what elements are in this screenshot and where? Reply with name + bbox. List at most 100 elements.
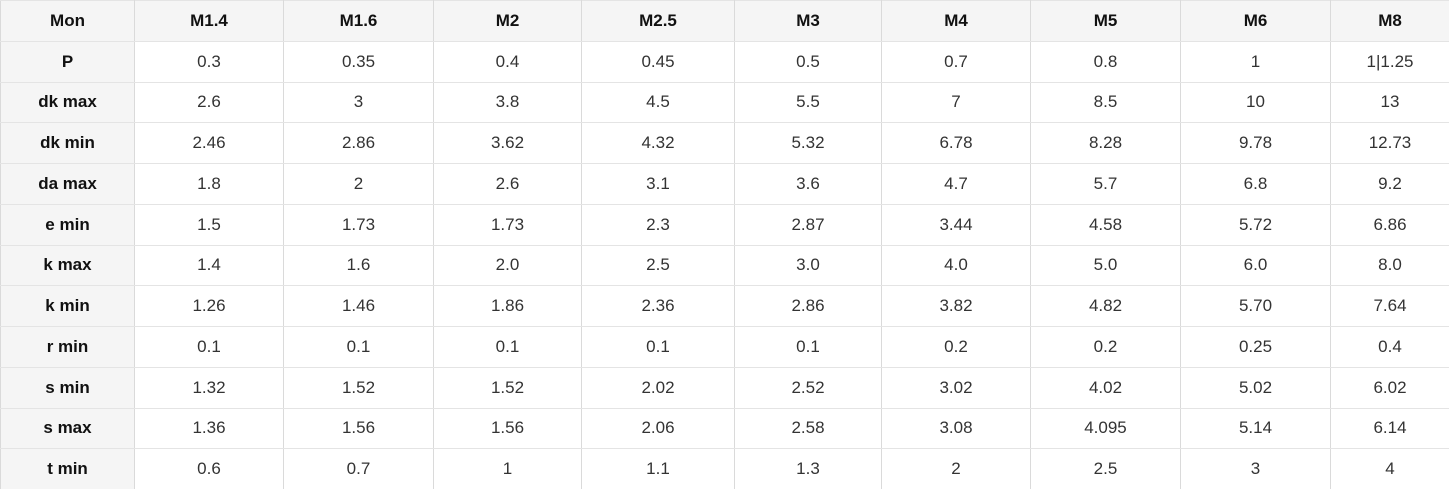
table-cell: 1.52 [283, 366, 434, 409]
row-label: dk max [0, 81, 135, 124]
row-label: e min [0, 203, 135, 246]
table-cell: 7.64 [1330, 285, 1449, 327]
table-cell: 0.5 [734, 40, 882, 83]
table-row: dk max 2.6 3 3.8 4.5 5.5 7 8.5 10 13 [0, 81, 1449, 124]
table-cell: 0.1 [581, 326, 735, 368]
table-cell: 5.72 [1180, 203, 1331, 246]
table-row: s max 1.36 1.56 1.56 2.06 2.58 3.08 4.095 5.14 6.… [0, 407, 1449, 450]
table-cell: 1.8 [134, 163, 284, 205]
table-cell: 1.56 [433, 407, 582, 450]
table-cell: 1 [1180, 40, 1331, 83]
table-cell: 4 [1330, 448, 1449, 489]
table-cell: 2.5 [1030, 448, 1181, 489]
column-header: M1.6 [283, 0, 434, 42]
table-cell: 4.82 [1030, 285, 1181, 327]
row-label: dk min [0, 122, 135, 164]
table-cell: 4.02 [1030, 366, 1181, 409]
table-cell: 5.70 [1180, 285, 1331, 327]
table-cell: 4.7 [881, 163, 1031, 205]
table-row: da max 1.8 2 2.6 3.1 3.6 4.7 5.7 6.8 9.2 [0, 163, 1449, 205]
table-cell: 0.7 [881, 40, 1031, 83]
table-cell: 3.0 [734, 244, 882, 287]
table-cell: 2.36 [581, 285, 735, 327]
column-header: M5 [1030, 0, 1181, 42]
table-cell: 2 [881, 448, 1031, 489]
table-cell: 1.4 [134, 244, 284, 287]
table-cell: 5.14 [1180, 407, 1331, 450]
table-cell: 0.3 [134, 40, 284, 83]
table-cell: 3.44 [881, 203, 1031, 246]
row-label: P [0, 40, 135, 83]
table-cell: 8.0 [1330, 244, 1449, 287]
table-cell: 2.52 [734, 366, 882, 409]
column-header: M6 [1180, 0, 1331, 42]
table-cell: 6.8 [1180, 163, 1331, 205]
table-cell: 1.73 [283, 203, 434, 246]
column-header: M8 [1330, 0, 1449, 42]
table-row: P 0.3 0.35 0.4 0.45 0.5 0.7 0.8 1 1|1.25 [0, 40, 1449, 83]
table-cell: 0.1 [283, 326, 434, 368]
table-row: t min 0.6 0.7 1 1.1 1.3 2 2.5 3 4 [0, 448, 1449, 489]
table-cell: 6.78 [881, 122, 1031, 164]
table-cell: 2.3 [581, 203, 735, 246]
table-cell: 0.4 [1330, 326, 1449, 368]
table-row: e min 1.5 1.73 1.73 2.3 2.87 3.44 4.58 5.72 6.86 [0, 203, 1449, 246]
table-cell: 6.86 [1330, 203, 1449, 246]
table-cell: 0.45 [581, 40, 735, 83]
table-cell: 2.87 [734, 203, 882, 246]
table-cell: 10 [1180, 81, 1331, 124]
row-label: da max [0, 163, 135, 205]
table-cell: 3.82 [881, 285, 1031, 327]
table-row: k min 1.26 1.46 1.86 2.36 2.86 3.82 4.82 5.70 7.6… [0, 285, 1449, 327]
table-cell: 1.52 [433, 366, 582, 409]
table-cell: 2.06 [581, 407, 735, 450]
table-cell: 3 [283, 81, 434, 124]
row-label: k min [0, 285, 135, 327]
table-row: k max 1.4 1.6 2.0 2.5 3.0 4.0 5.0 6.0 8.0 [0, 244, 1449, 287]
table-cell: 4.5 [581, 81, 735, 124]
table-cell: 1.26 [134, 285, 284, 327]
table-cell: 8.5 [1030, 81, 1181, 124]
row-label: r min [0, 326, 135, 368]
table-row: dk min 2.46 2.86 3.62 4.32 5.32 6.78 8.28 9.78 12… [0, 122, 1449, 164]
table-cell: 5.7 [1030, 163, 1181, 205]
table-cell: 13 [1330, 81, 1449, 124]
table-cell: 5.32 [734, 122, 882, 164]
table-cell: 0.1 [734, 326, 882, 368]
column-header: M1.4 [134, 0, 284, 42]
table-cell: 0.6 [134, 448, 284, 489]
table-cell: 2.58 [734, 407, 882, 450]
column-header: M2.5 [581, 0, 735, 42]
table-cell: 0.35 [283, 40, 434, 83]
table-cell: 1.56 [283, 407, 434, 450]
table-cell: 1.32 [134, 366, 284, 409]
table-cell: 1.36 [134, 407, 284, 450]
table-cell: 0.8 [1030, 40, 1181, 83]
table-row: s min 1.32 1.52 1.52 2.02 2.52 3.02 4.02 5.02 6.0… [0, 366, 1449, 409]
table-cell: 2.86 [734, 285, 882, 327]
column-header: M4 [881, 0, 1031, 42]
table-cell: 0.25 [1180, 326, 1331, 368]
table-cell: 2.46 [134, 122, 284, 164]
table-cell: 1.86 [433, 285, 582, 327]
table-cell: 5.5 [734, 81, 882, 124]
table-cell: 2.86 [283, 122, 434, 164]
table-cell: 6.02 [1330, 366, 1449, 409]
table-header-row: Mon M1.4 M1.6 M2 M2.5 M3 M4 M5 M6 M8 [0, 0, 1449, 42]
row-label: t min [0, 448, 135, 489]
table-row: r min 0.1 0.1 0.1 0.1 0.1 0.2 0.2 0.25 0.4 [0, 326, 1449, 368]
table-body: P 0.3 0.35 0.4 0.45 0.5 0.7 0.8 1 1|1.25 dk max 2.6… [0, 40, 1449, 489]
table-cell: 0.7 [283, 448, 434, 489]
table-cell: 3 [1180, 448, 1331, 489]
table-cell: 3.02 [881, 366, 1031, 409]
table-cell: 0.4 [433, 40, 582, 83]
table-cell: 7 [881, 81, 1031, 124]
table-cell: 2.6 [134, 81, 284, 124]
table-cell: 3.6 [734, 163, 882, 205]
table-cell: 4.58 [1030, 203, 1181, 246]
table-cell: 5.0 [1030, 244, 1181, 287]
table-cell: 6.0 [1180, 244, 1331, 287]
table-cell: 2.5 [581, 244, 735, 287]
table-cell: 1 [433, 448, 582, 489]
